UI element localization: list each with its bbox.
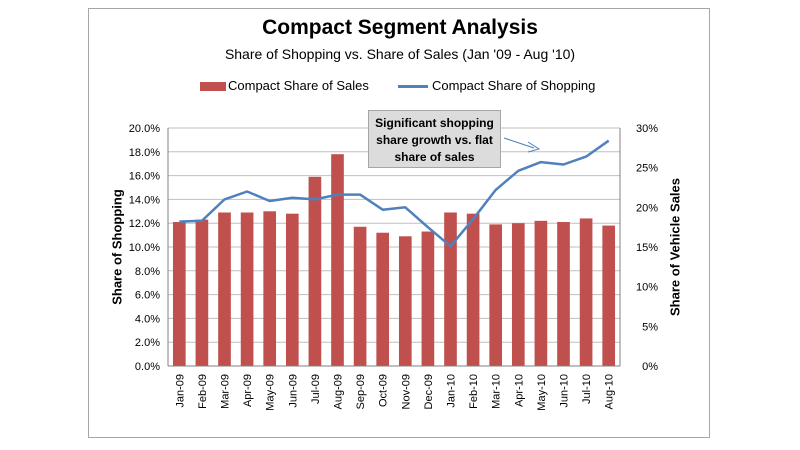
y-tick-label-left: 6.0% — [135, 290, 160, 302]
bar — [218, 212, 231, 366]
bar — [172, 222, 186, 366]
y-tick-label-left: 2.0% — [135, 337, 160, 349]
x-tick-label: Jan-09 — [174, 374, 186, 408]
y-tick-label-left: 16.0% — [129, 171, 160, 183]
bar — [263, 211, 277, 366]
x-tick-label: Sep-09 — [355, 374, 367, 409]
y-tick-label-right: 20% — [636, 202, 658, 214]
bar — [489, 224, 503, 366]
bar — [557, 222, 570, 366]
x-tick-label: Mar-10 — [491, 374, 503, 409]
bar — [534, 220, 548, 366]
y-tick-label-left: 4.0% — [135, 313, 160, 325]
x-tick-label: Apr-10 — [513, 374, 525, 407]
bar — [602, 225, 616, 366]
x-tick-label: Aug-09 — [333, 374, 345, 409]
bar — [444, 212, 457, 366]
x-tick-label: Feb-10 — [468, 374, 480, 409]
annotation-arrow-line — [503, 137, 535, 149]
x-tick-label: Jan-10 — [446, 374, 458, 408]
bar — [466, 213, 480, 366]
bar — [398, 236, 412, 366]
x-tick-label: Apr-09 — [242, 374, 254, 407]
chart-subtitle: Share of Shopping vs. Share of Sales (Ja… — [224, 46, 576, 62]
annotation-line-2: share growth vs. flat — [376, 133, 493, 147]
x-tick-label: Aug-10 — [604, 374, 616, 409]
bar — [240, 212, 254, 366]
y-tick-label-right: 5% — [642, 321, 658, 333]
x-tick-label: Oct-09 — [378, 374, 390, 407]
chart-title: Compact Segment Analysis — [262, 16, 538, 39]
legend-swatch-shopping — [398, 85, 428, 88]
bar — [331, 154, 344, 366]
legend-label-sales: Compact Share of Sales — [228, 78, 369, 93]
x-tick-label: Dec-09 — [423, 374, 435, 409]
x-tick-label: Jul-10 — [581, 374, 593, 404]
y-tick-label-right: 0% — [642, 361, 658, 373]
x-tick-label: May-10 — [536, 374, 548, 411]
x-tick-label: Jul-09 — [310, 374, 322, 404]
bar — [421, 231, 435, 366]
x-tick-label: May-09 — [265, 374, 277, 411]
y-tick-label-right: 25% — [636, 163, 658, 175]
legend-swatch-sales — [200, 82, 226, 91]
y-tick-label-right: 10% — [636, 282, 658, 294]
x-tick-label: Feb-09 — [197, 374, 209, 409]
series-line-shopping — [179, 139, 610, 248]
bar — [353, 226, 367, 366]
y-axis-title-right: Share of Vehicle Sales — [667, 177, 683, 317]
bar — [285, 213, 299, 366]
y-tick-label-left: 18.0% — [129, 147, 160, 159]
y-axis-title-left: Share of Shopping — [109, 189, 125, 305]
annotation-arrow-head — [527, 141, 541, 153]
y-tick-label-left: 8.0% — [135, 266, 160, 278]
y-tick-label-left: 10.0% — [129, 242, 160, 254]
y-tick-label-left: 0.0% — [135, 361, 160, 373]
y-tick-label-right: 30% — [636, 123, 658, 135]
bar — [511, 223, 525, 366]
x-tick-label: Nov-09 — [400, 374, 412, 409]
annotation-line-1: Significant shopping — [375, 116, 494, 130]
annotation-box: Significant shopping share growth vs. fl… — [368, 110, 501, 168]
x-tick-label: Jun-09 — [287, 374, 299, 408]
y-tick-label-left: 12.0% — [129, 218, 160, 230]
legend-label-shopping: Compact Share of Shopping — [432, 78, 596, 93]
y-tick-label-left: 14.0% — [129, 194, 160, 206]
x-tick-label: Mar-09 — [220, 374, 232, 409]
bar — [376, 232, 390, 366]
y-tick-label-left: 20.0% — [129, 123, 160, 135]
x-tick-label: Jun-10 — [559, 374, 571, 408]
annotation-line-3: share of sales — [394, 150, 475, 164]
y-tick-label-right: 15% — [636, 242, 658, 254]
bar — [308, 176, 322, 366]
bar — [195, 219, 209, 366]
bar — [579, 218, 593, 366]
